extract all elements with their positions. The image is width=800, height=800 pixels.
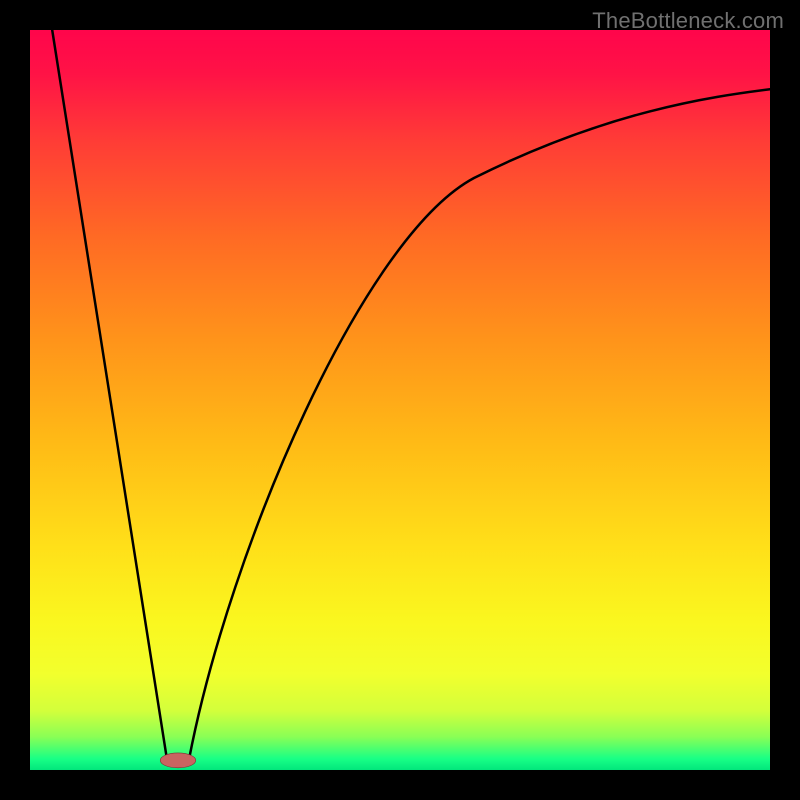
plot-area — [30, 30, 770, 770]
bottleneck-chart-svg — [30, 30, 770, 770]
gradient-background — [30, 30, 770, 770]
watermark-text: TheBottleneck.com — [592, 8, 784, 34]
chart-container: TheBottleneck.com — [0, 0, 800, 800]
optimum-marker — [160, 753, 196, 768]
